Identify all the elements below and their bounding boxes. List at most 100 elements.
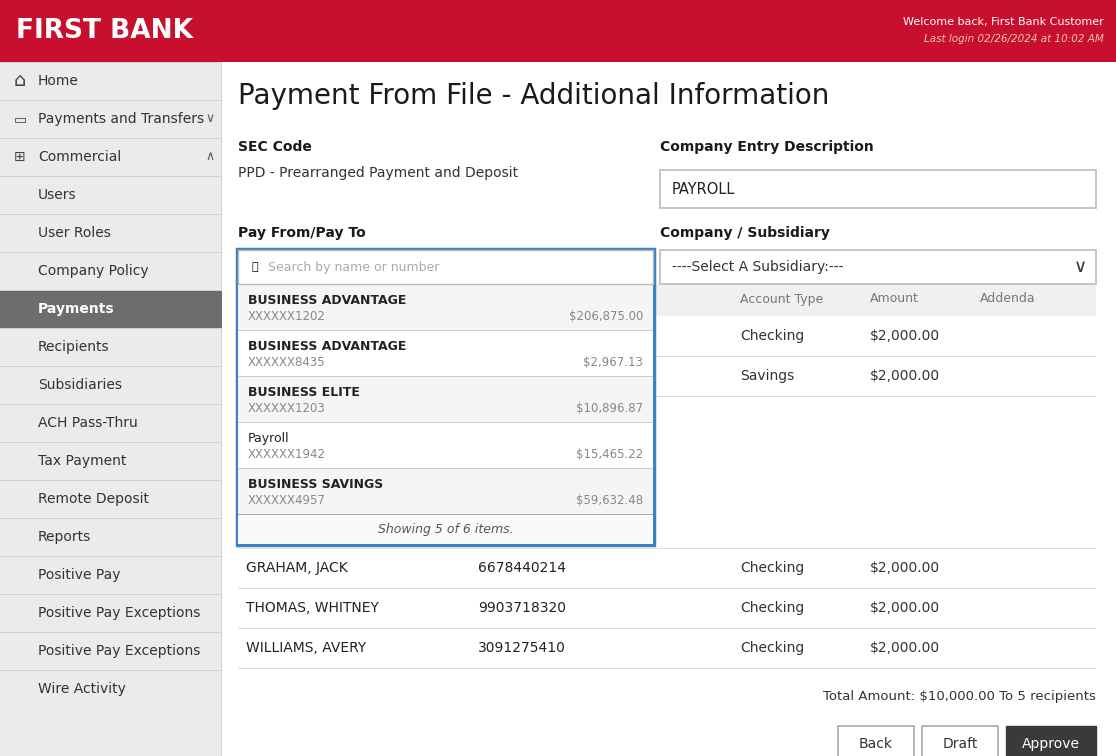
Text: XXXXXX4957: XXXXXX4957	[248, 494, 326, 507]
Bar	[238, 422, 653, 468]
Text: Addenda: Addenda	[980, 293, 1036, 305]
Bar	[0, 404, 222, 405]
Text: Positive Pay Exceptions: Positive Pay Exceptions	[38, 644, 201, 658]
Text: Account Type: Account Type	[740, 293, 824, 305]
Text: FIRST BANK: FIRST BANK	[16, 18, 193, 44]
Text: $2,000.00: $2,000.00	[870, 329, 940, 343]
Text: Savings: Savings	[740, 369, 795, 383]
Bar	[0, 0, 1116, 62]
Bar	[0, 290, 222, 291]
Text: Checking: Checking	[740, 561, 805, 575]
Text: Welcome back, First Bank Customer: Welcome back, First Bank Customer	[903, 17, 1104, 27]
Text: Positive Pay: Positive Pay	[38, 568, 121, 582]
Text: XXXXXX1942: XXXXXX1942	[248, 448, 326, 461]
Text: Checking: Checking	[740, 601, 805, 615]
Bar	[238, 468, 653, 514]
Text: THOMAS, WHITNEY: THOMAS, WHITNEY	[246, 601, 378, 615]
Bar	[238, 395, 1096, 396]
Text: Checking: Checking	[740, 329, 805, 343]
Bar	[922, 726, 998, 756]
Bar	[238, 282, 1096, 316]
Bar	[237, 249, 654, 545]
Bar	[0, 138, 222, 139]
Text: $2,000.00: $2,000.00	[870, 561, 940, 575]
Text: 9903718320: 9903718320	[478, 601, 566, 615]
Text: 🔍: 🔍	[252, 262, 259, 272]
Text: SEC Code: SEC Code	[238, 140, 311, 154]
Text: $2,967.13: $2,967.13	[584, 356, 643, 369]
Bar	[238, 514, 653, 544]
Bar	[0, 176, 222, 177]
Bar	[238, 547, 1096, 549]
Text: Last login 02/26/2024 at 10:02 AM: Last login 02/26/2024 at 10:02 AM	[924, 34, 1104, 44]
Bar	[838, 726, 914, 756]
Text: 🔍: 🔍	[252, 262, 259, 272]
Bar	[0, 556, 222, 557]
Text: WILLIAMS, AVERY: WILLIAMS, AVERY	[246, 641, 366, 655]
Text: XXXXXX1202: XXXXXX1202	[248, 310, 326, 323]
Text: Pay From/Pay To: Pay From/Pay To	[238, 226, 366, 240]
Bar	[0, 62, 222, 63]
Bar	[660, 250, 1096, 284]
Text: Checking: Checking	[740, 641, 805, 655]
Text: Back: Back	[859, 737, 893, 751]
Text: Wire Activity: Wire Activity	[38, 682, 126, 696]
Text: Payment From File - Additional Information: Payment From File - Additional Informati…	[238, 82, 829, 110]
Text: User Roles: User Roles	[38, 226, 110, 240]
Text: Search by name or number: Search by name or number	[268, 261, 440, 274]
Text: XXXXXX1203: XXXXXX1203	[248, 402, 326, 415]
Bar	[238, 330, 653, 376]
Bar	[0, 252, 222, 253]
Bar	[238, 356, 1096, 357]
Text: Payments: Payments	[38, 302, 115, 316]
Bar	[0, 366, 222, 367]
Text: Positive Pay Exceptions: Positive Pay Exceptions	[38, 606, 201, 620]
Bar	[0, 480, 222, 481]
Text: ⊞: ⊞	[15, 150, 26, 164]
Text: $2,000.00: $2,000.00	[870, 641, 940, 655]
Bar	[0, 594, 222, 595]
Text: ACH Pass-Thru: ACH Pass-Thru	[38, 416, 137, 430]
Text: PAYROLL: PAYROLL	[672, 181, 735, 197]
Text: $10,896.87: $10,896.87	[576, 402, 643, 415]
Text: Company Entry Description: Company Entry Description	[660, 140, 874, 154]
Text: Reports: Reports	[38, 530, 92, 544]
Text: $59,632.48: $59,632.48	[576, 494, 643, 507]
Text: Amount: Amount	[870, 293, 918, 305]
Text: Users: Users	[38, 188, 77, 202]
Text: Payroll: Payroll	[248, 432, 290, 445]
Text: BUSINESS ELITE: BUSINESS ELITE	[248, 386, 359, 399]
Text: Recipients: Recipients	[38, 340, 109, 354]
Text: $206,875.00: $206,875.00	[569, 310, 643, 323]
Bar	[238, 284, 653, 330]
Text: Draft: Draft	[942, 737, 978, 751]
Text: Remote Deposit: Remote Deposit	[38, 492, 150, 506]
Bar	[660, 170, 1096, 208]
Text: BUSINESS SAVINGS: BUSINESS SAVINGS	[248, 478, 383, 491]
Text: BUSINESS ADVANTAGE: BUSINESS ADVANTAGE	[248, 294, 406, 307]
Text: Subsidiaries: Subsidiaries	[38, 378, 122, 392]
Text: Search by name or number: Search by name or number	[268, 261, 440, 274]
Text: 6678440214: 6678440214	[478, 561, 566, 575]
Bar	[0, 328, 222, 329]
Bar	[0, 62, 222, 756]
Text: Commercial: Commercial	[38, 150, 122, 164]
Text: 3091275410: 3091275410	[478, 641, 566, 655]
Text: ----Select A Subsidiary:---: ----Select A Subsidiary:---	[672, 260, 844, 274]
Text: ⌂: ⌂	[13, 72, 26, 91]
Text: Total Amount: $10,000.00 To 5 recipients: Total Amount: $10,000.00 To 5 recipients	[824, 690, 1096, 703]
Text: $15,465.22: $15,465.22	[576, 448, 643, 461]
Text: PPD - Prearranged Payment and Deposit: PPD - Prearranged Payment and Deposit	[238, 166, 518, 180]
Bar	[0, 632, 222, 633]
Bar	[238, 376, 653, 422]
Bar	[0, 442, 222, 443]
Text: Company / Subsidiary: Company / Subsidiary	[660, 226, 830, 240]
Bar	[238, 250, 653, 284]
Text: Tax Payment: Tax Payment	[38, 454, 126, 468]
Text: BUSINESS ADVANTAGE: BUSINESS ADVANTAGE	[248, 340, 406, 353]
Text: Payments and Transfers: Payments and Transfers	[38, 112, 204, 126]
Text: ∨: ∨	[205, 113, 214, 125]
Bar	[238, 587, 1096, 588]
Text: ▭: ▭	[13, 112, 27, 126]
Bar	[0, 100, 222, 101]
